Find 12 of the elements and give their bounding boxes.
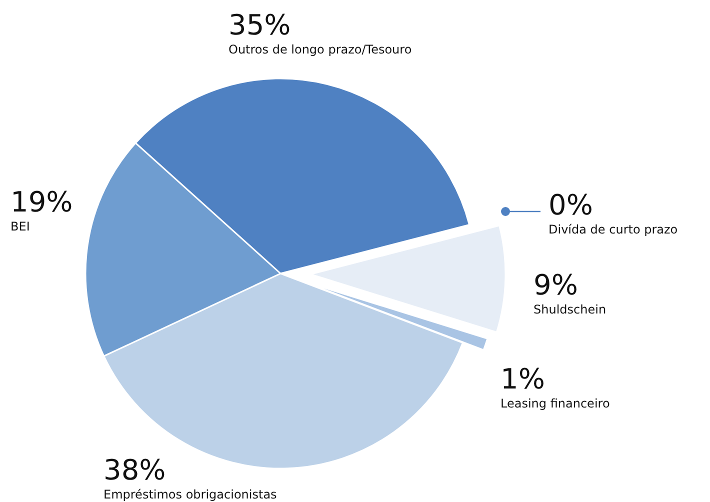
slice-label: Empréstimos obrigacionistas (104, 488, 277, 502)
slice-label: BEI (10, 220, 30, 234)
data-label: 35% (228, 8, 291, 42)
text: 0% (548, 188, 593, 222)
data-label: 19% (10, 186, 73, 218)
slice-label: Outros de longo prazo/Tesouro (228, 42, 412, 56)
category-label: Divída de curto prazo (548, 222, 678, 236)
data-label: 1% (500, 362, 545, 396)
slice-label: Shuldschein (534, 302, 606, 316)
data-label: 38% (104, 454, 166, 486)
slice-label: Leasing financeiro (500, 396, 610, 410)
data-label: 9% (534, 268, 578, 302)
